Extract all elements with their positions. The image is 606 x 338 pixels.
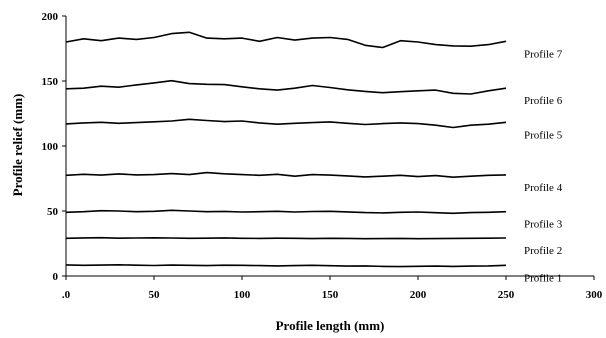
series-label-profile-4: Profile 4 <box>524 182 563 194</box>
series-line-profile-4 <box>65 171 507 178</box>
y-tick-label: 100 <box>42 141 59 153</box>
series-line-profile-3 <box>65 209 507 215</box>
series-line-profile-7 <box>65 31 507 49</box>
x-tick-label: 50 <box>149 289 161 301</box>
series-line-profile-5 <box>65 118 507 129</box>
series-line-profile-2 <box>65 236 507 240</box>
x-tick-label: .0 <box>62 289 71 301</box>
x-tick-label: 250 <box>498 289 515 301</box>
chart-series <box>65 31 507 268</box>
series-line-profile-1 <box>65 263 507 268</box>
y-tick-label: 150 <box>42 76 59 88</box>
series-line-profile-6 <box>65 79 507 95</box>
y-tick-label: 50 <box>47 206 59 218</box>
series-label-profile-7: Profile 7 <box>524 48 563 60</box>
series-label-profile-2: Profile 2 <box>524 245 562 257</box>
series-label-profile-1: Profile 1 <box>524 272 562 284</box>
y-axis-title: Profile relief (mm) <box>10 94 25 197</box>
y-tick-label: 0 <box>53 271 59 283</box>
x-tick-label: 200 <box>410 289 427 301</box>
x-tick-label: 100 <box>234 289 251 301</box>
x-tick-label: 150 <box>322 289 339 301</box>
x-axis-title: Profile length (mm) <box>276 318 385 333</box>
series-label-profile-6: Profile 6 <box>524 95 563 107</box>
y-tick-label: 200 <box>42 11 59 23</box>
chart-legend-labels: Profile 1 Profile 2 Profile 3 Profile 4 Prof… <box>524 48 563 284</box>
series-label-profile-5: Profile 5 <box>524 129 563 141</box>
series-label-profile-3: Profile 3 <box>524 219 563 231</box>
x-tick-label: 300 <box>586 289 603 301</box>
chart-axes: 0 50 100 150 200 .0 50 100 150 200 250 300 <box>42 11 603 301</box>
